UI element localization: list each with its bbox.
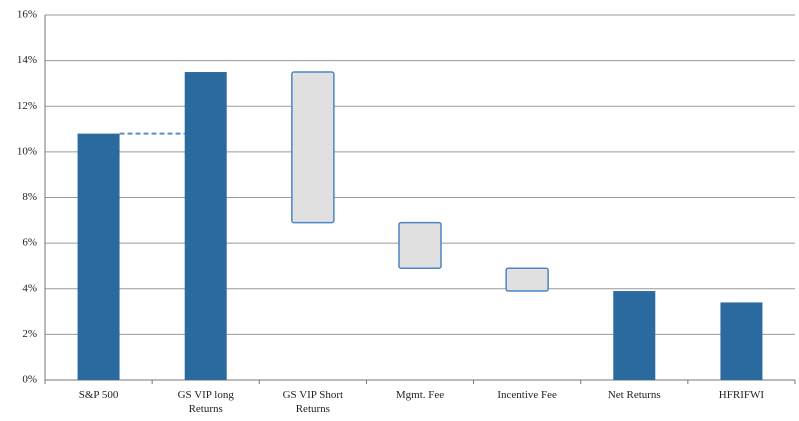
y-tick-label: 16% [17, 9, 37, 21]
x-tick-label: Mgmt. Fee [395, 389, 445, 401]
bar [613, 291, 656, 380]
floating-bar [291, 71, 335, 224]
y-tick-label: 12% [17, 100, 37, 112]
floating-bar [505, 267, 549, 292]
x-tick-label: Incentive Fee [497, 389, 557, 401]
x-tick-label: S&P 500 [78, 389, 119, 401]
y-tick-label: 10% [17, 145, 37, 157]
x-tick-label: HFRIFWI [718, 389, 765, 401]
x-tick-label: GS VIP Short Returns [282, 389, 344, 415]
x-tick-label: GS VIP long Returns [177, 389, 234, 415]
y-tick-label: 4% [22, 282, 37, 294]
floating-bar [398, 221, 442, 269]
y-tick-label: 6% [22, 237, 37, 249]
y-tick-label: 8% [22, 191, 37, 203]
y-tick-label: 2% [22, 328, 37, 340]
y-tick-label: 0% [22, 374, 37, 386]
bar [77, 133, 120, 380]
x-tick-label: Net Returns [607, 389, 661, 401]
y-tick-label: 14% [17, 54, 37, 66]
bar [720, 302, 763, 380]
bar [184, 72, 227, 380]
